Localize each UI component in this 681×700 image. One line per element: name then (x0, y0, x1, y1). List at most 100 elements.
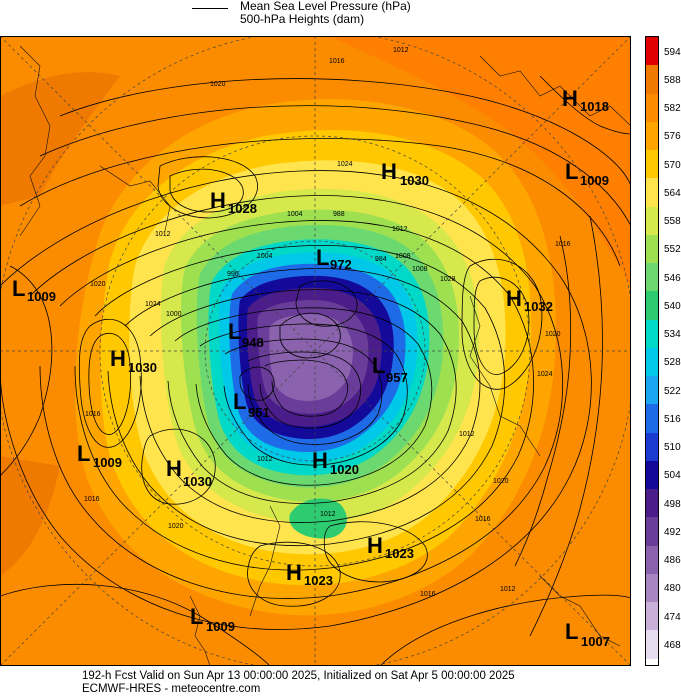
svg-text:H: H (367, 533, 383, 558)
colorbar-label: 498 (664, 498, 681, 510)
height-colorbar (645, 36, 659, 666)
colorbar-label: 534 (664, 329, 681, 341)
forecast-valid-text: 192-h Fcst Valid on Sun Apr 13 00:00:00 … (82, 670, 515, 682)
colorbar-segment (646, 65, 658, 94)
model-source-text: ECMWF-HRES - meteocentre.com (82, 683, 261, 695)
map-footer: 192-h Fcst Valid on Sun Apr 13 00:00:00 … (82, 670, 515, 696)
svg-text:1018: 1018 (580, 99, 609, 114)
svg-text:1020: 1020 (330, 462, 359, 477)
colorbar-label: 510 (664, 442, 681, 454)
colorbar-label: 588 (664, 74, 681, 86)
colorbar-segment (646, 432, 658, 462)
isobar-label: 1024 (145, 301, 161, 308)
isobar-label: 1016 (475, 516, 491, 523)
colorbar-label: 522 (664, 385, 681, 397)
svg-text:1009: 1009 (93, 455, 122, 470)
svg-text:1032: 1032 (524, 299, 553, 314)
colorbar-label: 570 (664, 159, 681, 171)
isobar-label: 1004 (287, 211, 303, 218)
svg-text:L: L (372, 353, 385, 378)
pressure-center: L 1007 (565, 619, 610, 649)
map-legend: Mean Sea Level Pressure (hPa) 500-hPa He… (192, 0, 492, 30)
colorbar-segment (646, 404, 658, 433)
svg-text:1030: 1030 (128, 360, 157, 375)
isobar-label: 1020 (545, 331, 561, 338)
isobar-label: 996 (227, 271, 239, 278)
isobar-label: 1016 (84, 496, 100, 503)
svg-text:L: L (565, 619, 578, 644)
svg-text:1023: 1023 (385, 546, 414, 561)
svg-text:H: H (312, 448, 328, 473)
svg-text:H: H (166, 456, 182, 481)
colorbar-label: 516 (664, 413, 681, 425)
isobar-label: 1012 (320, 511, 336, 518)
colorbar-label: 552 (664, 244, 681, 256)
isobar-label: 1016 (329, 58, 345, 65)
isobar-label: 1008 (395, 253, 411, 260)
colorbar-segment (646, 263, 658, 292)
map-border (0, 36, 631, 666)
pressure-center: L 1009 (190, 604, 235, 634)
coastlines (19, 45, 631, 666)
pressure-center: H 1028 (210, 188, 257, 216)
pressure-center: H 1018 (562, 86, 609, 114)
isobar-label: 1012 (392, 226, 408, 233)
colorbar-segment (646, 178, 658, 207)
isobar-label: 1020 (90, 281, 106, 288)
svg-text:1030: 1030 (400, 173, 429, 188)
svg-text:H: H (381, 159, 397, 184)
pressure-center: L 1009 (12, 276, 56, 304)
colorbar-segment (646, 150, 658, 179)
colorbar-segment (646, 291, 658, 320)
isobar-label: 1016 (85, 411, 101, 418)
colorbar-label: 582 (664, 103, 681, 115)
pressure-center: L 1009 (565, 159, 609, 188)
isobar-label: 1020 (210, 81, 226, 88)
weather-map: 1012 1016 1020 1024 1004 988 1012 1008 1… (0, 36, 631, 666)
isobar-label: 1020 (168, 523, 184, 530)
svg-text:1030: 1030 (183, 474, 212, 489)
isobars (0, 75, 631, 666)
pressure-centers: H 1018 L 1009 H 1030 H 1028 L 1009 H 1032 L 972… (12, 86, 610, 649)
colorbar-segment (646, 460, 658, 490)
svg-text:L: L (316, 245, 329, 270)
colorbar-label: 546 (664, 272, 681, 284)
svg-text:H: H (286, 560, 302, 585)
colorbar-segment (646, 376, 658, 405)
colorbar-label: 594 (664, 46, 681, 58)
colorbar-label: 468 (664, 639, 681, 651)
svg-text:972: 972 (330, 257, 352, 272)
svg-text:L: L (565, 159, 578, 184)
svg-text:H: H (110, 346, 126, 371)
colorbar-segment (646, 517, 658, 547)
isobar-label: 988 (333, 211, 345, 218)
colorbar-segment (646, 37, 658, 66)
pressure-center: H 1023 (286, 560, 333, 588)
isobar-label: 1012 (257, 456, 273, 463)
graticule (0, 36, 631, 666)
isobar-label: 1004 (257, 253, 273, 260)
pressure-center: L 1009 (77, 441, 122, 470)
svg-text:H: H (506, 286, 522, 311)
svg-text:L: L (12, 276, 25, 301)
colorbar-label: 480 (664, 583, 681, 595)
svg-text:951: 951 (248, 405, 270, 420)
isobar-label: 1012 (393, 47, 409, 54)
isobar-labels: 1012 1016 1020 1024 1004 988 1012 1008 1… (84, 47, 571, 598)
height-fill-486 (269, 314, 353, 401)
svg-text:1009: 1009 (27, 289, 56, 304)
svg-text:1007: 1007 (581, 634, 610, 649)
legend-heights-label: 500-hPa Heights (dam) (240, 12, 365, 26)
colorbar-segment (646, 489, 658, 518)
pressure-center: L 972 (316, 245, 352, 272)
svg-text:L: L (233, 389, 246, 414)
svg-text:H: H (562, 86, 578, 111)
svg-text:957: 957 (386, 370, 408, 385)
isobar-label: 1028 (440, 276, 456, 283)
colorbar-segment (646, 234, 658, 264)
svg-text:L: L (190, 604, 203, 629)
pressure-center: L 957 (372, 353, 408, 385)
